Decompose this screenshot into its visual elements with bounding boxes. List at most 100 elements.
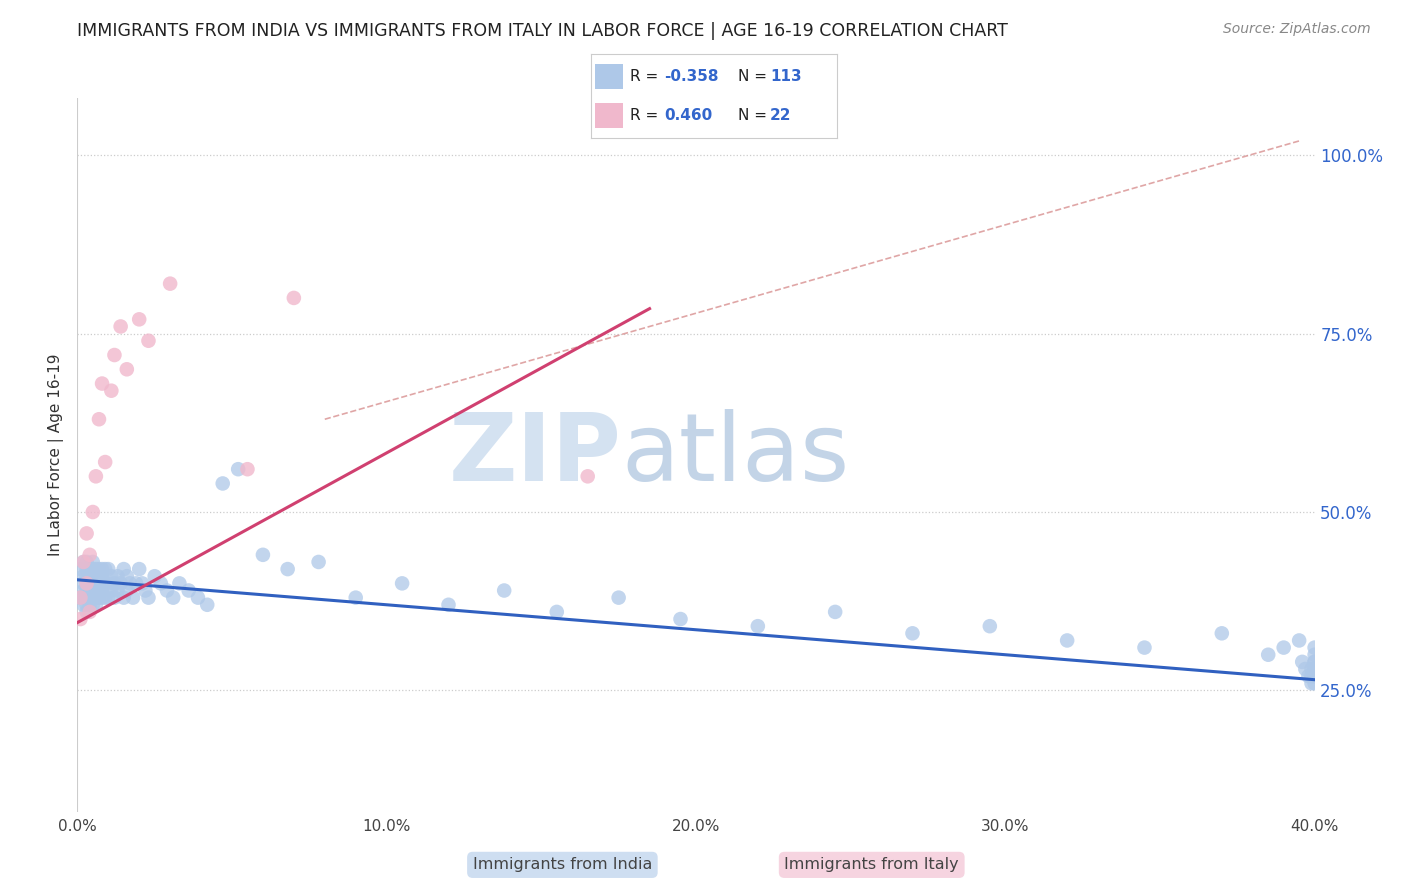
Point (94, 562, 117, 576)
Point (87, 412, 110, 426)
Point (979, 619, 1001, 633)
Point (131, 576, 153, 591)
Point (100, 384, 122, 398)
Text: -0.358: -0.358 (664, 69, 718, 84)
Y-axis label: In Labor Force | Age 16-19: In Labor Force | Age 16-19 (48, 353, 65, 557)
Point (84, 562, 107, 576)
Point (747, 619, 769, 633)
Point (79, 548, 101, 562)
Point (84, 576, 107, 591)
Point (72, 576, 94, 591)
Point (107, 583, 129, 598)
Point (91, 562, 114, 576)
Text: N =: N = (738, 108, 772, 123)
Point (115, 362, 138, 376)
Point (128, 562, 150, 576)
Point (118, 576, 141, 591)
Point (87, 591, 110, 605)
Point (1303, 676, 1326, 690)
Point (72, 591, 94, 605)
Point (134, 583, 156, 598)
Point (103, 348, 125, 362)
Text: Immigrants from India: Immigrants from India (472, 857, 652, 872)
Point (97, 562, 120, 576)
Point (1133, 640, 1156, 655)
Point (138, 334, 160, 348)
Point (110, 319, 132, 334)
Point (1294, 662, 1316, 676)
Point (1303, 655, 1326, 669)
Point (100, 569, 122, 583)
Text: R =: R = (630, 108, 664, 123)
Point (76, 569, 98, 583)
Point (79, 605, 101, 619)
Point (1303, 669, 1326, 683)
Point (1303, 669, 1326, 683)
Text: R =: R = (630, 69, 664, 84)
Point (82, 562, 104, 576)
Point (308, 555, 330, 569)
Point (143, 569, 166, 583)
Point (69, 591, 91, 605)
Point (94, 591, 117, 605)
Point (72, 555, 94, 569)
Point (177, 583, 200, 598)
Point (211, 476, 233, 491)
Point (76, 598, 98, 612)
Point (79, 598, 101, 612)
Point (546, 605, 568, 619)
Point (187, 591, 209, 605)
Point (824, 605, 846, 619)
Point (87, 562, 110, 576)
Text: 0.460: 0.460 (664, 108, 713, 123)
Point (112, 591, 135, 605)
Point (76, 555, 98, 569)
Point (1301, 662, 1323, 676)
Point (169, 576, 191, 591)
Point (1298, 669, 1320, 683)
Text: N =: N = (738, 69, 772, 84)
Point (76, 562, 98, 576)
Text: 22: 22 (770, 108, 792, 123)
Point (125, 576, 148, 591)
Point (76, 526, 98, 541)
Point (97, 591, 120, 605)
Point (72, 569, 94, 583)
Point (76, 605, 98, 619)
Point (79, 562, 101, 576)
Point (76, 591, 98, 605)
Point (494, 583, 516, 598)
Point (252, 548, 274, 562)
Point (236, 462, 259, 476)
Point (1303, 662, 1326, 676)
Point (128, 312, 150, 326)
Point (277, 562, 299, 576)
Point (82, 576, 104, 591)
Point (79, 569, 101, 583)
Point (195, 598, 218, 612)
Point (82, 583, 104, 598)
Point (1303, 662, 1326, 676)
Point (156, 583, 179, 598)
Point (84, 583, 107, 598)
Point (1291, 655, 1313, 669)
Point (344, 591, 367, 605)
Text: 113: 113 (770, 69, 801, 84)
Point (91, 591, 114, 605)
Point (76, 583, 98, 598)
Point (1288, 633, 1310, 648)
Point (91, 376, 114, 391)
Point (79, 591, 101, 605)
Text: atlas: atlas (621, 409, 851, 501)
Point (84, 591, 107, 605)
Text: ZIP: ZIP (449, 409, 621, 501)
Point (112, 562, 135, 576)
Point (84, 598, 107, 612)
Point (1211, 626, 1233, 640)
Point (226, 462, 249, 476)
Point (607, 591, 630, 605)
Point (82, 598, 104, 612)
Point (107, 569, 129, 583)
Point (391, 576, 413, 591)
Point (72, 598, 94, 612)
